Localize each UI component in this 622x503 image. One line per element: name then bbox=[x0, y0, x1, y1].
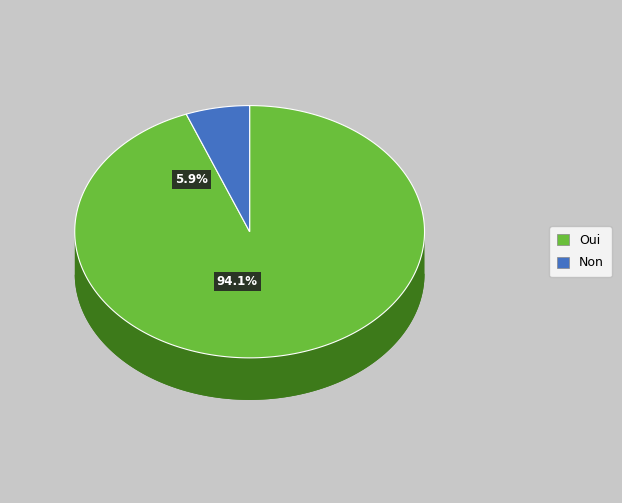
Polygon shape bbox=[186, 106, 249, 232]
Polygon shape bbox=[75, 274, 425, 400]
Text: 5.9%: 5.9% bbox=[175, 173, 208, 186]
Polygon shape bbox=[75, 106, 425, 358]
Polygon shape bbox=[75, 232, 425, 400]
Legend: Oui, Non: Oui, Non bbox=[549, 226, 611, 277]
Text: 94.1%: 94.1% bbox=[217, 275, 258, 288]
